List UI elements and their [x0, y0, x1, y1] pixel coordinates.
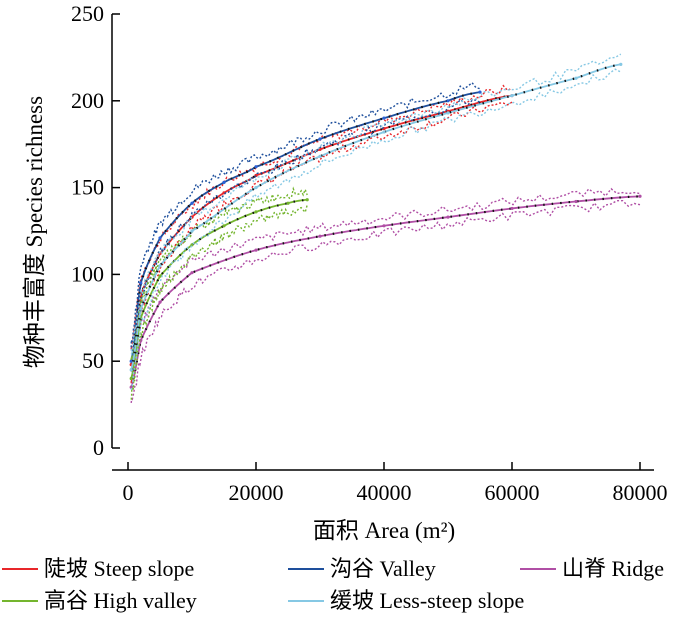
data-point — [129, 368, 133, 372]
data-point — [222, 180, 226, 184]
upper-ci-line — [130, 84, 513, 351]
legend-swatch — [288, 568, 324, 570]
data-point — [222, 224, 226, 228]
upper-ci-line — [130, 186, 308, 360]
legend-item: 山脊 Ridge — [520, 557, 664, 581]
legend-item: 沟谷 Valley — [288, 557, 436, 581]
fitted-curve — [130, 63, 621, 371]
data-point — [158, 274, 162, 278]
data-point — [446, 99, 450, 103]
y-tick-label: 150 — [71, 175, 104, 200]
data-point — [574, 199, 578, 204]
fitted-curve — [130, 91, 481, 362]
data-point — [254, 210, 258, 214]
data-point — [382, 116, 386, 120]
y-tick-label: 100 — [71, 261, 104, 286]
legend-label: 缓坡 Less-steep slope — [330, 588, 525, 613]
data-point — [382, 224, 386, 228]
data-point — [318, 137, 322, 141]
data-point — [139, 281, 143, 285]
series-layer — [129, 53, 642, 403]
upper-ci-line — [130, 53, 622, 355]
legend-swatch — [288, 600, 324, 602]
data-point — [638, 194, 642, 198]
legend-swatch — [520, 568, 556, 570]
data-point — [190, 229, 194, 233]
data-point — [254, 248, 258, 252]
data-point — [129, 376, 133, 381]
x-tick-label: 40000 — [357, 480, 412, 505]
x-tick-label: 20000 — [229, 480, 284, 505]
data-point — [446, 215, 450, 219]
series-3 — [129, 186, 309, 400]
y-tick-label: 0 — [93, 435, 104, 460]
x-tick-label: 60000 — [485, 480, 540, 505]
lower-ci-line — [130, 200, 641, 403]
data-point — [318, 154, 322, 158]
observed-points — [130, 198, 308, 380]
series-2 — [129, 187, 642, 403]
y-tick-label: 250 — [71, 1, 104, 26]
data-point — [190, 201, 194, 205]
legend-item: 缓坡 Less-steep slope — [288, 589, 524, 613]
fitted-curve — [130, 195, 641, 388]
lower-ci-line — [130, 101, 513, 384]
y-tick-label: 50 — [82, 348, 104, 373]
legend-label: 高谷 High valley — [44, 588, 197, 613]
data-point — [286, 201, 290, 205]
data-point — [619, 62, 623, 66]
series-0 — [129, 84, 514, 384]
data-point — [254, 186, 258, 190]
x-tick-label: 80000 — [613, 480, 668, 505]
lower-ci-line — [130, 204, 308, 400]
upper-ci-line — [130, 81, 481, 348]
legend-item: 陡坡 Steep slope — [2, 557, 194, 581]
legend-item: 高谷 High valley — [2, 589, 197, 613]
axes: 0 50 100 150 200 250 0 20000 40000 60000 80000 — [71, 1, 668, 505]
data-point — [382, 130, 386, 134]
y-tick-label: 200 — [71, 88, 104, 113]
data-point — [158, 264, 162, 268]
y-axis-title: 物种丰富度 Species richness — [22, 96, 47, 368]
data-point — [190, 271, 194, 275]
data-point — [158, 300, 162, 304]
series-4 — [129, 53, 623, 391]
legend-swatch — [2, 600, 38, 602]
legend-label: 陡坡 Steep slope — [44, 556, 195, 581]
data-point — [510, 206, 514, 211]
data-point — [254, 165, 258, 169]
legend-label: 山脊 Ridge — [562, 556, 665, 581]
lower-ci-line — [130, 68, 622, 391]
data-point — [574, 76, 578, 80]
data-point — [129, 359, 133, 363]
legend-swatch — [2, 568, 38, 570]
data-point — [139, 307, 143, 311]
observed-points — [130, 63, 622, 371]
legend-label: 沟谷 Valley — [330, 556, 436, 581]
data-point — [318, 234, 322, 238]
x-axis-title: 面积 Area (m²) — [313, 518, 455, 543]
upper-ci-line — [130, 187, 641, 373]
data-point — [446, 111, 450, 115]
data-point — [510, 93, 514, 98]
data-point — [305, 198, 309, 202]
data-point — [478, 90, 482, 94]
fitted-curve — [130, 198, 308, 380]
legend: 陡坡 Steep slope 沟谷 Valley 山脊 Ridge 高谷 High v… — [0, 555, 700, 619]
data-point — [158, 236, 162, 240]
x-tick-label: 0 — [123, 480, 134, 505]
